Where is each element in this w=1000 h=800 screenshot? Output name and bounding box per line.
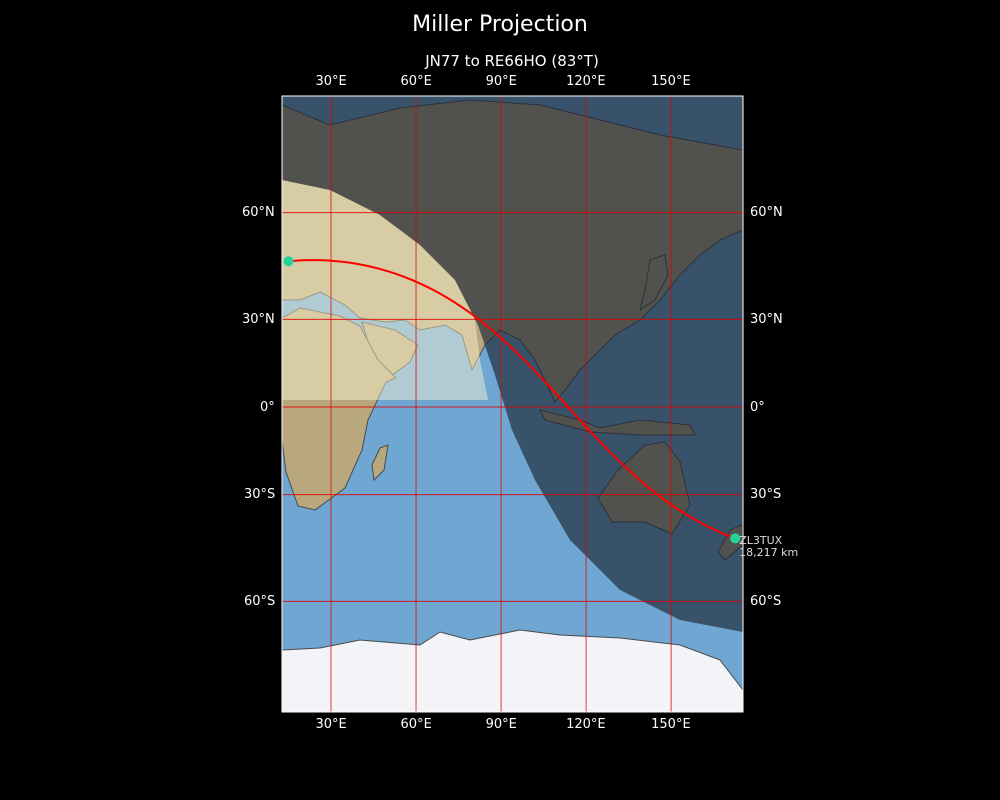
great-circle-path [288, 259, 736, 540]
lat-tick-label-left: 0° [260, 399, 275, 415]
end-marker [730, 533, 741, 544]
lon-tick-label-top: 150°E [651, 73, 691, 89]
lat-tick-label-left: 30°N [242, 311, 275, 327]
lon-tick-label-bottom: 30°E [315, 716, 347, 732]
lon-tick-label-top: 120°E [566, 73, 606, 89]
lon-tick-label-bottom: 120°E [566, 716, 606, 732]
lat-tick-label-left: 60°S [244, 593, 276, 609]
graticule [282, 96, 743, 712]
map-title: Miller Projection [412, 12, 588, 37]
lat-tick-label-right: 30°N [750, 311, 783, 327]
start-marker [283, 256, 294, 267]
lon-tick-label-top: 60°E [400, 73, 432, 89]
lat-tick-label-left: 30°S [244, 487, 276, 503]
lat-tick-label-right: 60°N [750, 205, 783, 221]
lon-tick-label-bottom: 60°E [400, 716, 432, 732]
daylight-highlight [282, 180, 488, 400]
lat-tick-label-right: 0° [750, 399, 765, 415]
night-shading [282, 96, 743, 632]
lat-tick-label-left: 60°N [242, 205, 275, 221]
lon-tick-label-top: 90°E [485, 73, 517, 89]
callsign-label: ZL3TUX [739, 534, 783, 548]
madagascar [371, 444, 389, 482]
antarctica [282, 629, 743, 712]
end-label: ZL3TUX 18,217 km [739, 535, 798, 559]
distance-label: 18,217 km [739, 546, 799, 560]
lat-tick-label-right: 30°S [750, 487, 782, 503]
map-frame [281, 95, 744, 713]
map-subtitle: JN77 to RE66HO (83°T) [425, 52, 599, 70]
lon-tick-label-bottom: 90°E [485, 716, 517, 732]
lon-tick-label-top: 30°E [315, 73, 347, 89]
lon-tick-label-bottom: 150°E [651, 716, 691, 732]
lat-tick-label-right: 60°S [750, 593, 782, 609]
